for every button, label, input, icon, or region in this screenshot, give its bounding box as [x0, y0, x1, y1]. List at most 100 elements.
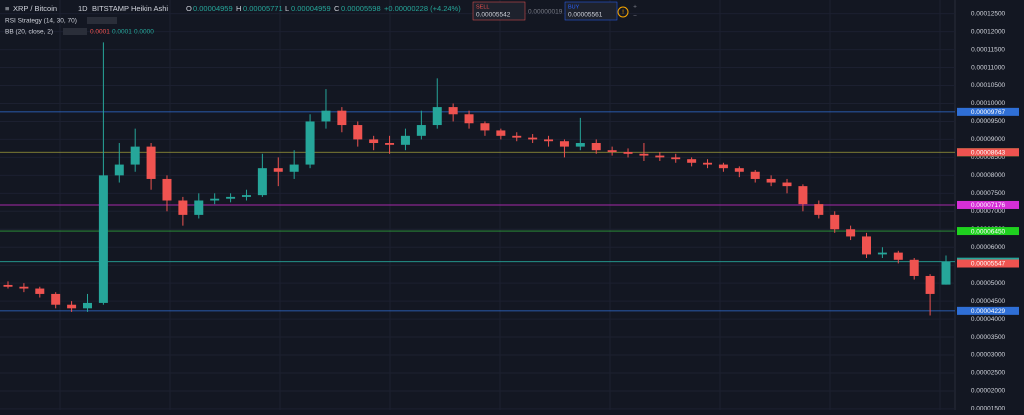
- candle-body: [51, 293, 61, 305]
- candle-body: [162, 178, 172, 201]
- candle-body: [241, 195, 251, 197]
- candle-body: [591, 143, 601, 151]
- candle-body: [257, 168, 267, 196]
- candle-body: [750, 171, 760, 179]
- change: +0.00000228 (+4.24%): [384, 4, 461, 13]
- menu-icon[interactable]: ≡: [5, 4, 10, 13]
- y-tick-label: 0.00002000: [971, 388, 1006, 395]
- y-tick-label: 0.00012000: [971, 28, 1006, 35]
- ohlc-label: O: [186, 4, 192, 13]
- y-tick-label: 0.00009500: [971, 118, 1006, 125]
- price-label-box: [957, 306, 1019, 315]
- ohlc-label: C: [334, 4, 340, 13]
- candle-body: [703, 162, 713, 165]
- candle-body: [67, 304, 77, 309]
- legend: ≡ XRP / Bitcoin 1D BITSTAMP Heikin Ashi …: [5, 4, 461, 36]
- interval[interactable]: 1D: [78, 4, 88, 13]
- candle-body: [337, 110, 347, 126]
- candle-body: [559, 141, 569, 147]
- candle-body: [830, 214, 840, 230]
- ohlc-value: 0.00004959: [193, 4, 233, 13]
- price-label: 0.00005547: [971, 261, 1006, 268]
- y-tick-label: 0.00004000: [971, 316, 1006, 323]
- zoom-out[interactable]: −: [633, 13, 637, 20]
- buy-label: BUY: [568, 4, 580, 10]
- chart-style[interactable]: Heikin Ashi: [131, 4, 168, 13]
- y-tick-label: 0.00004500: [971, 298, 1006, 305]
- candle-body: [575, 143, 585, 147]
- candle-body: [639, 153, 649, 156]
- y-tick-label: 0.00007000: [971, 208, 1006, 215]
- candle-body: [226, 196, 236, 199]
- candle-body: [496, 130, 506, 136]
- y-tick-label: 0.00008500: [971, 154, 1006, 161]
- candle-body: [114, 164, 124, 176]
- candles-layer: [3, 42, 951, 316]
- candle-body: [369, 139, 379, 144]
- candle-body: [893, 252, 903, 260]
- y-tick-label: 0.00002500: [971, 370, 1006, 377]
- indicator-value: 0.0001: [112, 29, 132, 36]
- candle-body: [432, 107, 442, 126]
- candle-body: [194, 200, 204, 215]
- y-tick-label: 0.00003000: [971, 352, 1006, 359]
- exchange: BITSTAMP: [92, 4, 129, 13]
- candle-body: [385, 143, 395, 145]
- zoom-in[interactable]: +: [633, 4, 637, 11]
- y-tick-label: 0.00009000: [971, 136, 1006, 143]
- sell-label: SELL: [476, 4, 489, 10]
- price-label-box: [957, 200, 1019, 209]
- y-tick-label: 0.00003500: [971, 334, 1006, 341]
- candle-body: [464, 114, 474, 124]
- candle-body: [734, 168, 744, 172]
- candle-body: [544, 139, 554, 142]
- sell-price: 0.00005542: [476, 12, 511, 19]
- indicator-controls[interactable]: [87, 17, 117, 24]
- candle-body: [623, 151, 633, 154]
- candle-body: [718, 164, 728, 169]
- candle-body: [766, 178, 776, 183]
- candle-body: [798, 186, 808, 205]
- price-label: 0.00009767: [971, 109, 1006, 116]
- candle-body: [289, 164, 299, 172]
- candle-body: [925, 275, 935, 294]
- candle-body: [671, 157, 681, 160]
- price-label: 0.00006450: [971, 228, 1006, 235]
- candle-body: [305, 121, 315, 165]
- candle-body: [480, 123, 490, 131]
- candle-body: [862, 236, 872, 255]
- candle-body: [400, 135, 410, 145]
- symbol[interactable]: XRP / Bitcoin: [13, 4, 57, 13]
- candle-body: [655, 155, 665, 158]
- buy-button[interactable]: [564, 1, 618, 21]
- y-tick-label: 0.00010500: [971, 82, 1006, 89]
- info-icon[interactable]: [617, 6, 629, 18]
- y-tick-label: 0.00005000: [971, 280, 1006, 287]
- y-tick-label: 0.00001500: [971, 406, 1006, 410]
- candle-body: [19, 286, 29, 289]
- candle-body: [941, 261, 951, 285]
- grid-layer: [0, 0, 955, 410]
- order-panel: SELL 0.00005542 0.00000019 BUY 0.0000556…: [472, 1, 637, 21]
- candle-body: [909, 259, 919, 276]
- sell-button[interactable]: [472, 1, 526, 21]
- price-lines-layer: [0, 111, 955, 312]
- candle-body: [98, 175, 108, 303]
- y-tick-label: 0.00007500: [971, 190, 1006, 197]
- candle-body: [448, 107, 458, 115]
- indicator-name[interactable]: BB (20, close, 2): [5, 29, 53, 36]
- spread: 0.00000019: [528, 9, 563, 16]
- ohlc-value: 0.00005771: [243, 4, 283, 13]
- candle-body: [782, 182, 792, 187]
- candle-body: [273, 168, 283, 172]
- candle-body: [607, 150, 617, 152]
- indicator-value: 0.0000: [134, 29, 154, 36]
- candle-body: [528, 137, 538, 140]
- price-label-box: [957, 148, 1019, 157]
- y-tick-label: 0.00008000: [971, 172, 1006, 179]
- indicator-value: 0.0001: [90, 29, 110, 36]
- buy-price: 0.00005561: [568, 12, 603, 19]
- indicator-controls[interactable]: [63, 28, 87, 35]
- indicator-name[interactable]: RSI Strategy (14, 30, 70): [5, 18, 77, 25]
